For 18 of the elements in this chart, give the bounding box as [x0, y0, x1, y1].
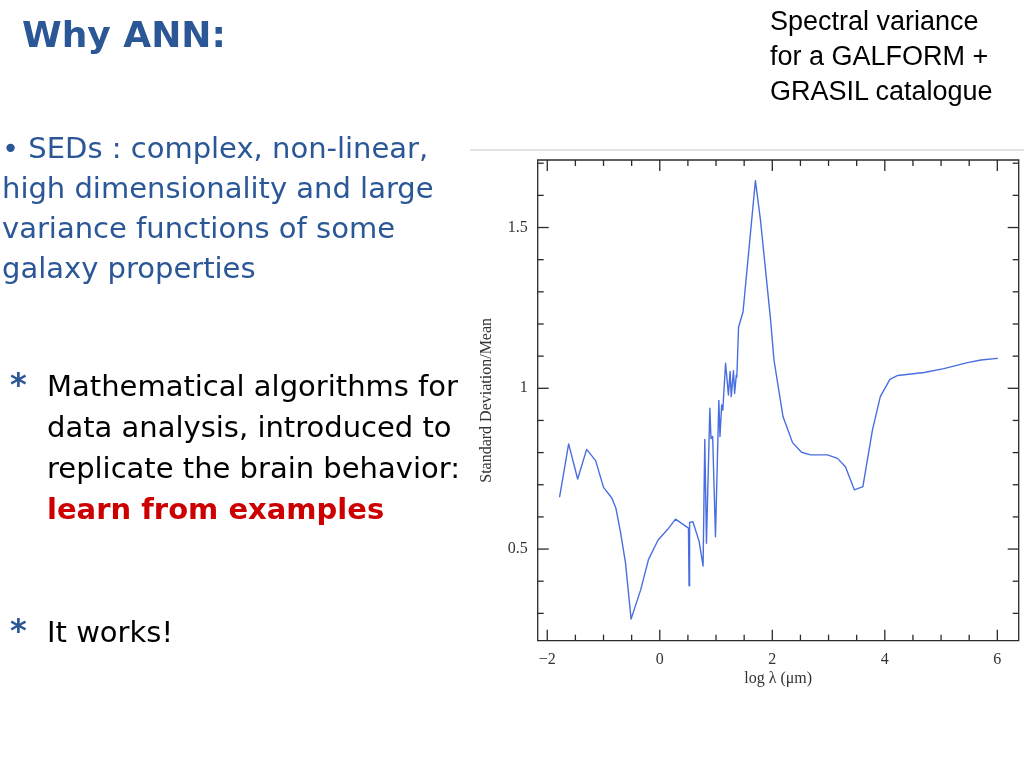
- y-axis-title: Standard Deviation/Mean: [476, 317, 494, 483]
- x-tick-label: 2: [768, 649, 777, 667]
- text: learn from examples: [47, 491, 386, 528]
- y-tick-label: 1: [519, 378, 528, 396]
- x-tick-label: −2: [538, 649, 556, 667]
- text: Spectral variance for a GALFORM + GRASIL catalogue: [770, 5, 994, 108]
- text: Mathematical algorithms for data analysis, introduced to replicate the brain behavior:: [47, 368, 461, 487]
- y-tick-label: 0.5: [507, 539, 528, 557]
- x-tick-label: 6: [993, 649, 1002, 667]
- text: • SEDs : complex, non-linear, high dimensionality and large variance functions of some galaxy properties: [2, 130, 435, 287]
- text: Why ANN:: [22, 14, 226, 55]
- x-axis-title: log λ (μm): [744, 668, 813, 687]
- text: It works!: [47, 614, 175, 651]
- text: *: [10, 610, 27, 651]
- text: *: [10, 364, 27, 405]
- x-tick-label: 0: [655, 649, 664, 667]
- x-tick-label: 4: [880, 649, 889, 667]
- y-tick-label: 1.5: [507, 217, 528, 235]
